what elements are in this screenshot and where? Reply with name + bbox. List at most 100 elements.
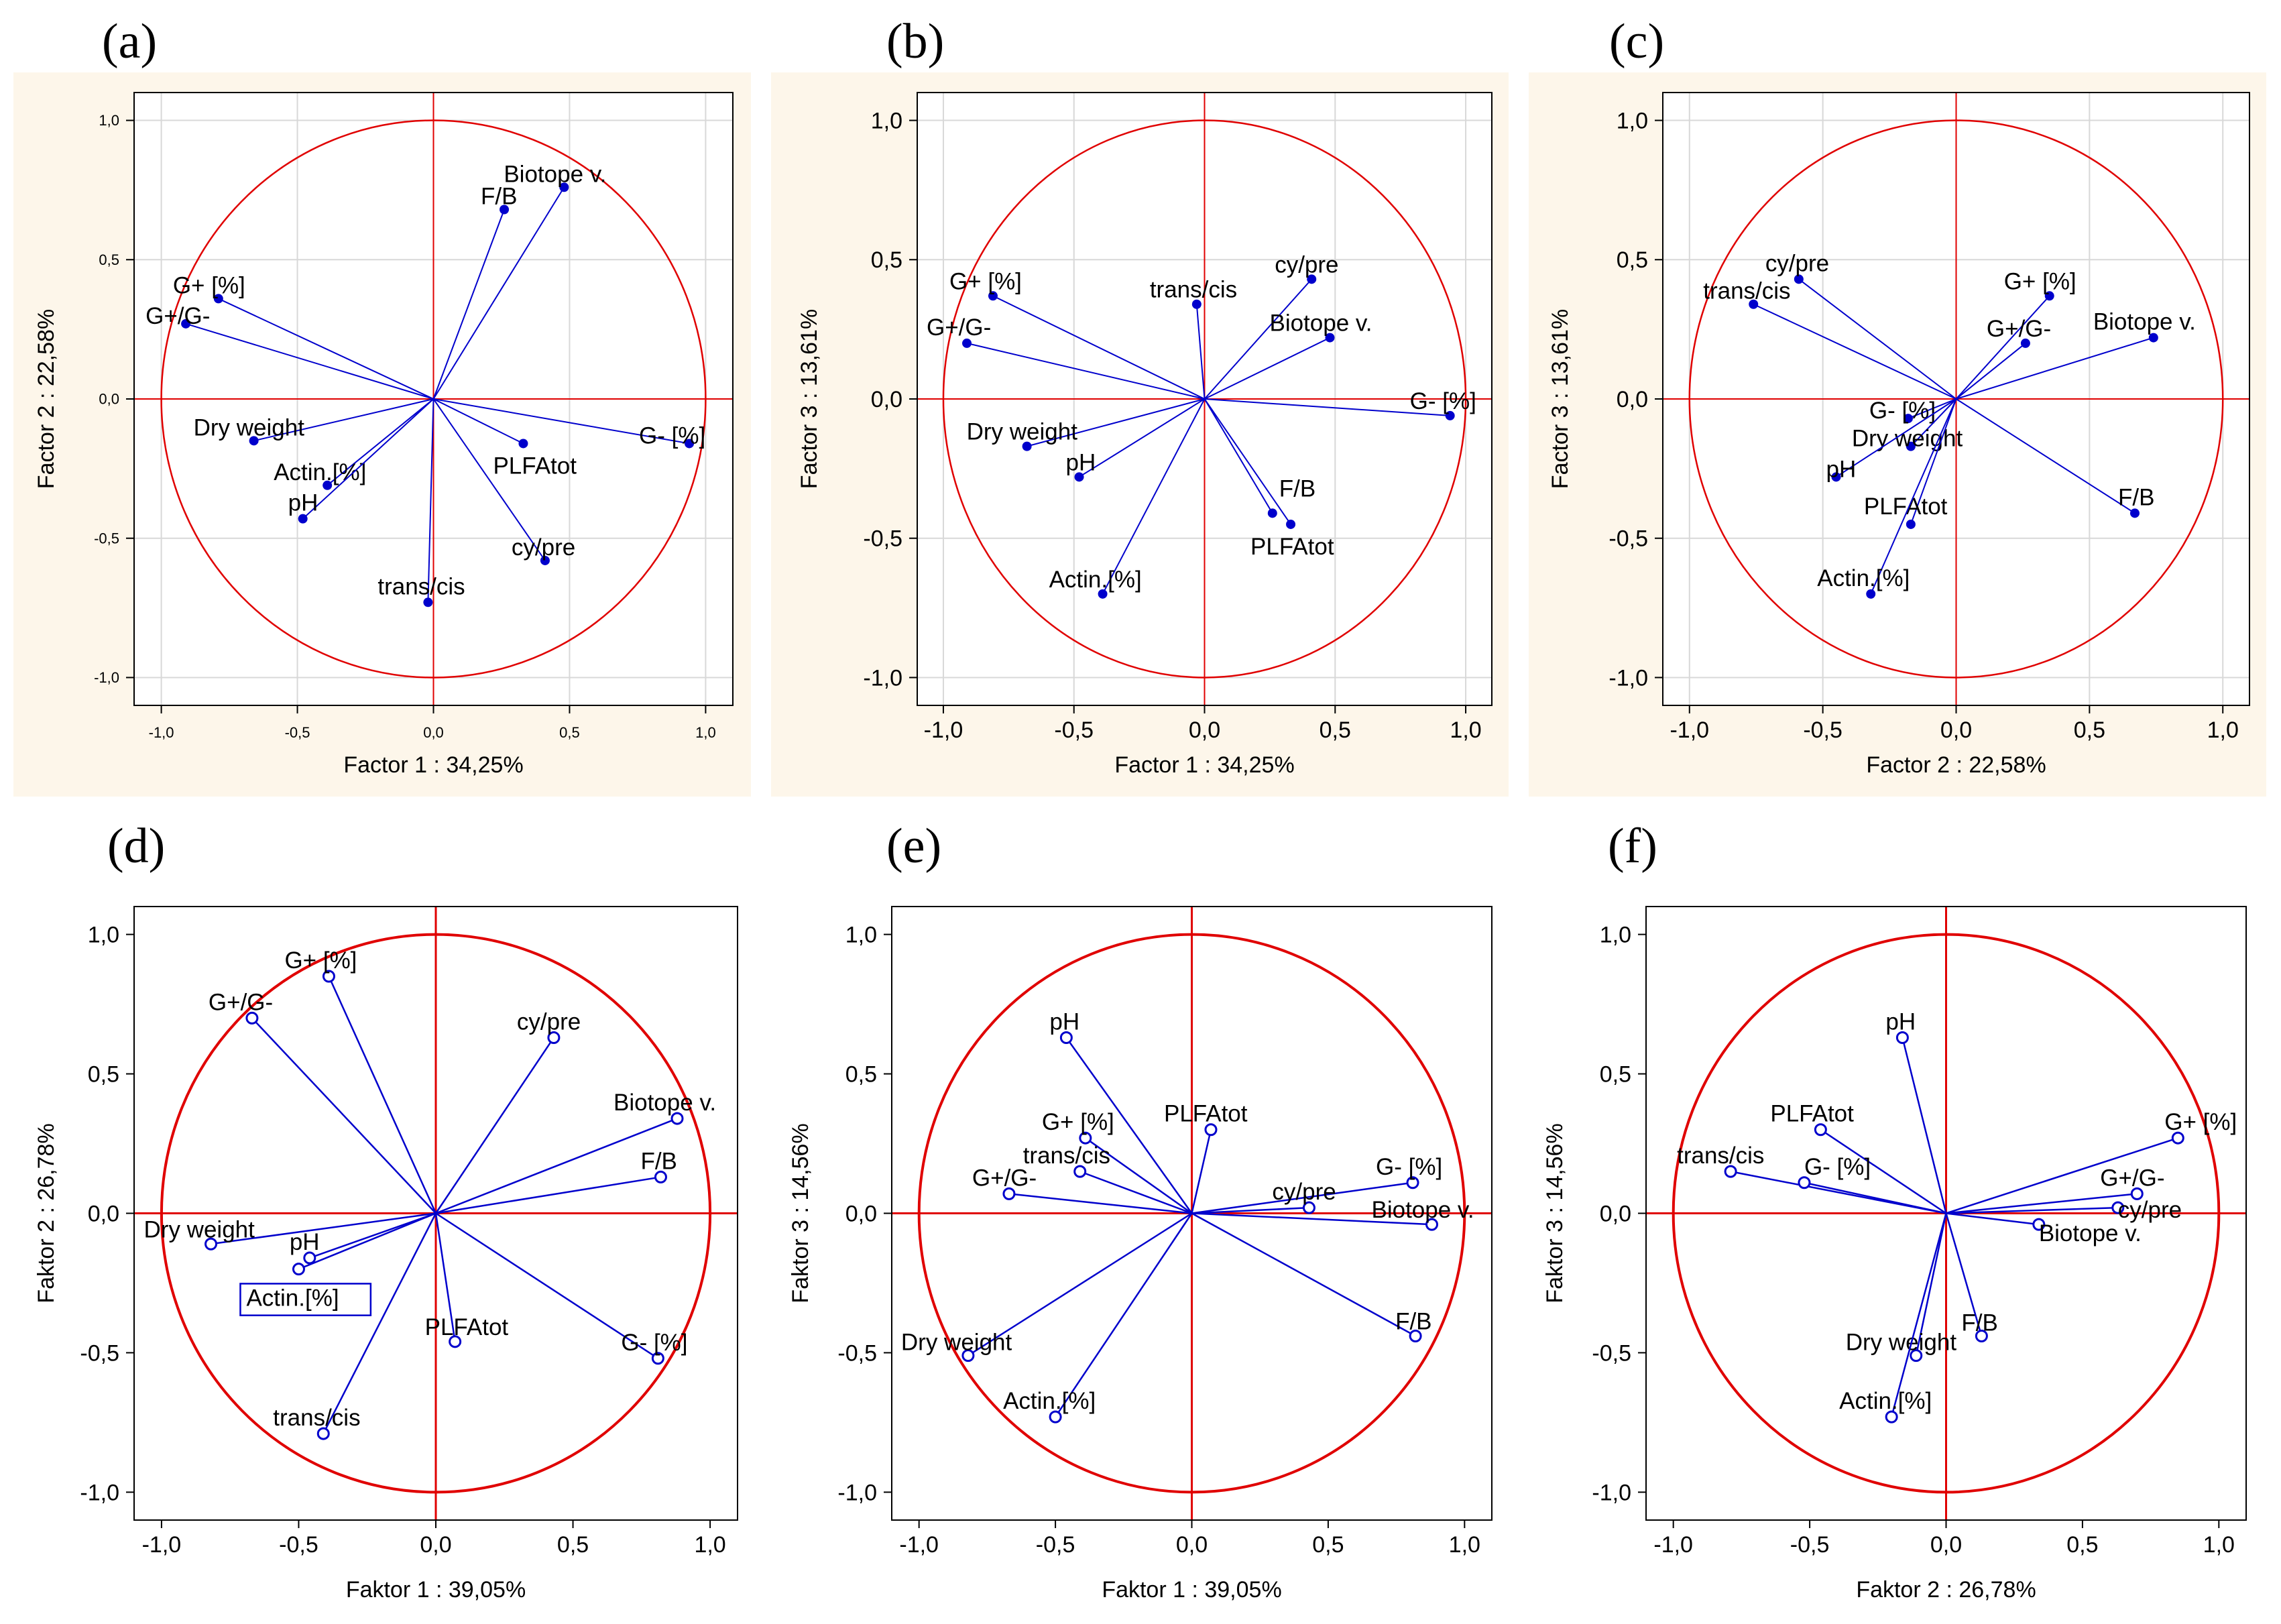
- y-tick-label: 0,5: [88, 1061, 119, 1087]
- variable-label-dry-weight: Dry weight: [967, 419, 1078, 445]
- y-tick-label: 0,0: [88, 1201, 119, 1226]
- variable-label-biotope-v: Biotope v.: [2039, 1220, 2142, 1246]
- loading-vector-dry-weight: [211, 1212, 436, 1245]
- loading-vector-plfatot: [1910, 398, 1957, 525]
- loading-point-g: [1445, 410, 1455, 420]
- loading-vector-biotope-v: [435, 1117, 678, 1214]
- loading-point-actin: [1885, 1410, 1898, 1424]
- correlation-circle: [1688, 119, 2224, 679]
- variable-label-biotope-v: Biotope v.: [613, 1090, 716, 1116]
- y-axis-title: Faktor 3 : 14,56%: [1542, 1123, 1568, 1303]
- loading-vector-f-b: [1945, 1213, 1983, 1336]
- loading-point-plfatot: [1286, 519, 1296, 529]
- variable-label-ph: pH: [1885, 1008, 1916, 1035]
- x-axis-title: Faktor 2 : 26,78%: [1856, 1577, 2036, 1603]
- loading-point-plfatot: [449, 1335, 462, 1348]
- loading-point-dry-weight: [961, 1349, 975, 1362]
- loading-vector-trans-cis: [1079, 1170, 1192, 1214]
- variable-label-g: G+ [%]: [2004, 268, 2077, 294]
- variable-label-dry-weight: Dry weight: [1846, 1330, 1957, 1356]
- loading-vector-g: [1946, 1137, 2178, 1214]
- x-tick-label: 0,5: [2066, 1532, 2098, 1558]
- loading-point-biotope-v: [670, 1112, 684, 1125]
- variable-label-actin: Actin.[%]: [1817, 565, 1910, 591]
- variable-label-cy-pre: cy/pre: [1275, 251, 1338, 278]
- loading-point-actin: [1049, 1410, 1062, 1424]
- loading-vector-f-b: [1204, 398, 1273, 514]
- loading-vector-plfatot: [1820, 1128, 1947, 1214]
- loading-point-f-b: [1409, 1330, 1422, 1342]
- variable-label-trans-cis: trans/cis: [377, 573, 465, 599]
- y-axis-title: Factor 2 : 22,58%: [34, 309, 59, 489]
- loading-vector-g-g: [185, 323, 434, 400]
- loading-vector-dry-weight: [1915, 1213, 1947, 1356]
- loading-vector-cy-pre: [432, 398, 546, 561]
- x-tick-label: 1,0: [1449, 1532, 1480, 1558]
- correlation-circle: [942, 119, 1467, 679]
- variable-label-g: G+ [%]: [1042, 1109, 1114, 1135]
- x-tick-label: 0,0: [1189, 717, 1220, 743]
- loading-vector-plfatot: [1204, 398, 1291, 525]
- loading-point-plfatot: [518, 439, 528, 449]
- loading-point-dry-weight: [1022, 441, 1032, 451]
- loading-point-g: [2044, 291, 2054, 301]
- loading-point-actin: [1098, 589, 1108, 599]
- loading-point-trans-cis: [316, 1427, 330, 1440]
- panel-letter-d: (d): [107, 819, 166, 874]
- variable-label-trans-cis: trans/cis: [1703, 278, 1790, 304]
- loading-point-biotope-v: [2032, 1218, 2046, 1231]
- variable-label-plfatot: PLFAtot: [425, 1314, 509, 1340]
- panel-letter-a: (a): [102, 14, 158, 69]
- x-tick-label: -0,5: [1036, 1532, 1075, 1558]
- variable-label-g: G- [%]: [621, 1330, 687, 1356]
- variable-label-g: G+ [%]: [173, 272, 245, 298]
- loading-point-cy-pre: [1794, 274, 1804, 284]
- loading-point-g-g: [2130, 1187, 2144, 1200]
- x-axis-title: Faktor 1 : 39,05%: [1102, 1577, 1281, 1603]
- variable-label-g-g: G+/G-: [1987, 316, 2051, 342]
- loading-vector-biotope-v: [432, 186, 565, 400]
- loading-point-plfatot: [1204, 1123, 1218, 1137]
- variable-label-g-g: G+/G-: [2100, 1165, 2164, 1191]
- loading-vector-cy-pre: [1191, 1206, 1309, 1214]
- loading-vector-ph: [302, 398, 434, 520]
- x-axis-title: Factor 2 : 22,58%: [1866, 752, 2046, 778]
- correlation-circle: [160, 933, 712, 1494]
- variable-label-cy-pre: cy/pre: [512, 534, 575, 561]
- variable-label-f-b: F/B: [640, 1148, 677, 1174]
- variable-label-ph: pH: [1049, 1008, 1079, 1035]
- loading-vector-plfatot: [434, 1213, 456, 1342]
- loading-point-trans-cis: [1749, 299, 1759, 309]
- variable-label-f-b: F/B: [1961, 1310, 1997, 1336]
- correlation-circle: [917, 933, 1466, 1494]
- variable-label-trans-cis: trans/cis: [1677, 1143, 1764, 1169]
- loading-point-f-b: [1267, 508, 1277, 518]
- loading-vector-trans-cis: [1195, 304, 1206, 400]
- loading-vector-ph: [1065, 1037, 1193, 1214]
- loading-vector-f-b: [1191, 1212, 1416, 1337]
- x-tick-label: 0,5: [559, 724, 580, 741]
- variable-label-trans-cis: trans/cis: [273, 1405, 360, 1431]
- loading-point-biotope-v: [559, 182, 569, 192]
- loading-point-ph: [1831, 472, 1841, 482]
- loading-vector-g-g: [966, 342, 1205, 400]
- x-tick-label: 0,5: [557, 1532, 589, 1558]
- x-tick-label: -0,5: [285, 724, 310, 741]
- variable-label-dry-weight: Dry weight: [144, 1216, 255, 1242]
- y-tick-label: -0,5: [1592, 1340, 1631, 1366]
- y-tick-label: 1,0: [99, 112, 119, 129]
- loading-vector-g: [435, 1212, 659, 1359]
- variable-label-actin: Actin.[%]: [1839, 1388, 1932, 1414]
- panel-letter-c: (c): [1609, 14, 1665, 69]
- loading-vector-dry-weight: [1027, 398, 1205, 447]
- y-tick-label: 1,0: [1617, 108, 1648, 133]
- x-tick-label: 1,0: [2207, 717, 2239, 743]
- variable-label-g: G- [%]: [1376, 1154, 1442, 1180]
- loading-point-cy-pre: [1302, 1201, 1315, 1214]
- variable-label-g: G+ [%]: [284, 947, 357, 974]
- variable-label-g: G- [%]: [1804, 1154, 1871, 1180]
- loading-point-trans-cis: [1073, 1165, 1087, 1178]
- loading-point-g-g: [181, 318, 191, 329]
- variable-label-f-b: F/B: [1279, 475, 1315, 502]
